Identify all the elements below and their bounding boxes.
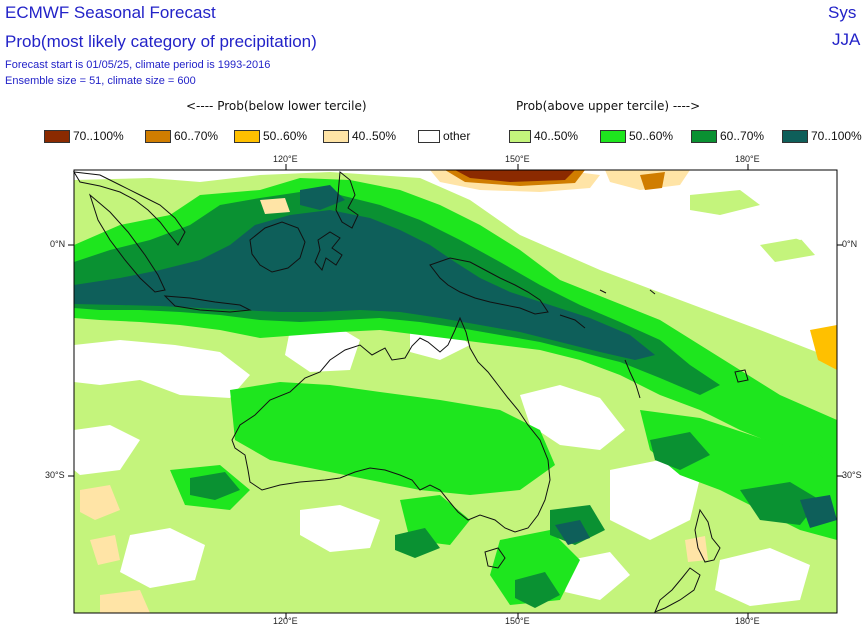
- legend-swatch: [234, 129, 260, 143]
- lon-label-bottom-150e: 150°E: [505, 616, 530, 626]
- legend-item-below-50-60: 50..60%: [234, 127, 307, 145]
- legend-item-above-70-100: 70..100%: [782, 127, 862, 145]
- sumatra-coastline: [88, 193, 166, 293]
- coastlines: [73, 171, 749, 613]
- legend-item-above-40-50: 40..50%: [509, 127, 578, 145]
- philippines-coastline: [335, 171, 359, 229]
- map-frame: [73, 169, 838, 614]
- new-guinea-coastline: [429, 257, 549, 315]
- legend-item-above-50-60: 50..60%: [600, 127, 673, 145]
- indochina-coastline: [73, 171, 186, 246]
- legend-swatch: [44, 129, 70, 143]
- lon-label-top-120e: 120°E: [273, 154, 298, 164]
- season-label: JJA: [832, 30, 861, 49]
- axis-ticks: [68, 164, 843, 619]
- legend-swatch: [691, 129, 717, 143]
- borneo-coastline: [249, 221, 306, 273]
- sulawesi-coastline: [314, 231, 343, 271]
- legend-swatch: [418, 129, 440, 143]
- legend-item-below-60-70: 60..70%: [145, 127, 218, 145]
- legend-label: 60..70%: [174, 129, 219, 143]
- lon-label-bottom-120e: 120°E: [273, 616, 298, 626]
- australia-coastline: [231, 316, 551, 533]
- lat-label-left-0n: 0°N: [50, 239, 66, 249]
- lon-label-top-180e: 180°E: [735, 154, 760, 164]
- legend-label: other: [443, 129, 471, 143]
- above-tercile-label: Prob(above upper tercile) ---->: [516, 99, 701, 113]
- lat-label-right-0n: 0°N: [842, 239, 858, 249]
- java-coastline: [163, 295, 252, 313]
- legend-swatch: [782, 129, 808, 143]
- forecast-start-info: Forecast start is 01/05/25, climate peri…: [5, 59, 271, 71]
- page-title: ECMWF Seasonal Forecast: [5, 3, 216, 22]
- lat-label-left-30s: 30°S: [45, 470, 65, 480]
- legend-swatch: [145, 129, 171, 143]
- legend-swatch: [600, 129, 626, 143]
- probability-field: [74, 170, 837, 613]
- legend-label: 60..70%: [720, 129, 765, 143]
- legend-label: 50..60%: [263, 129, 308, 143]
- legend-item-below-70-100: 70..100%: [44, 127, 124, 145]
- product-subtitle: Prob(most likely category of precipitati…: [5, 32, 317, 51]
- legend-label: 40..50%: [352, 129, 397, 143]
- legend-label: 70..100%: [73, 129, 124, 143]
- legend-swatch: [509, 129, 531, 143]
- new-zealand-north-coastline: [694, 508, 721, 563]
- system-label: Sys: [828, 3, 857, 22]
- legend-swatch: [323, 129, 349, 143]
- legend-item-other: other: [418, 127, 470, 145]
- legend-label: 70..100%: [811, 129, 862, 143]
- ensemble-size-info: Ensemble size = 51, climate size = 600: [5, 75, 196, 87]
- new-zealand-south-coastline: [654, 567, 701, 613]
- lat-label-right-30s: 30°S: [842, 470, 862, 480]
- lon-label-top-150e: 150°E: [505, 154, 530, 164]
- lon-label-bottom-180e: 180°E: [735, 616, 760, 626]
- legend-label: 40..50%: [534, 129, 579, 143]
- legend-item-below-40-50: 40..50%: [323, 127, 396, 145]
- below-tercile-label: <---- Prob(below lower tercile): [186, 99, 367, 113]
- legend-label: 50..60%: [629, 129, 674, 143]
- tasmania-coastline: [484, 547, 506, 569]
- legend-item-above-60-70: 60..70%: [691, 127, 764, 145]
